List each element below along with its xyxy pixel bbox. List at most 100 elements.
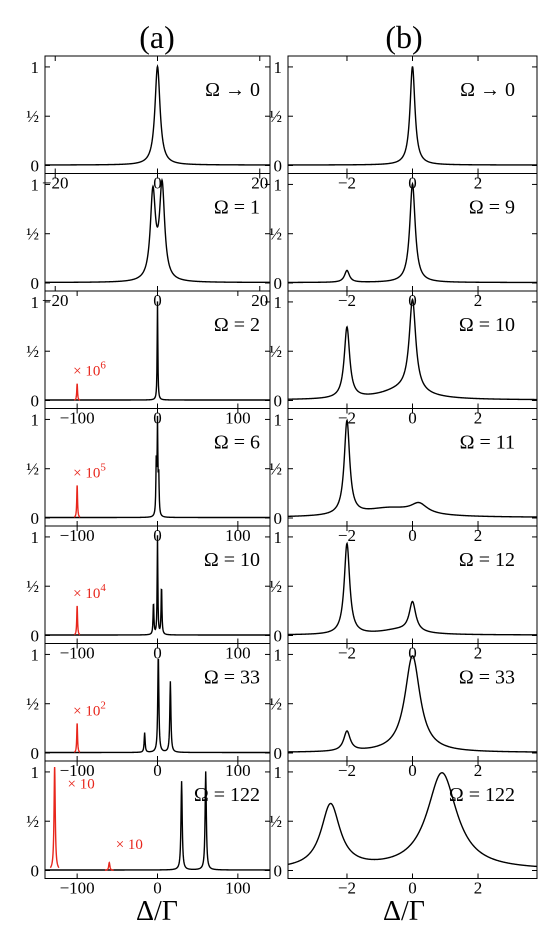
x-tick-label: 0 <box>408 409 417 428</box>
y-tick-label: 1 <box>274 293 283 312</box>
panel-b-2: 1½0−2 0 2Ω = 9 <box>269 173 538 310</box>
x-tick-label: 100 <box>225 409 251 428</box>
scaled-peak <box>73 605 81 636</box>
y-tick-label: ½ <box>26 107 39 126</box>
x-tick-label: 2 <box>474 879 483 898</box>
x-tick-label: 0 <box>408 761 417 780</box>
panel-a-3: 1 ½ 0 −100 0 100 × 106 Ω = 2 <box>26 290 271 428</box>
panel-a-5: 1 ½ 0 −100 0 100 × 104 Ω = 10 <box>26 525 271 663</box>
y-tick-label: ½ <box>26 342 39 361</box>
spectrum-curve <box>287 418 537 518</box>
omega-label: Ω = 33 <box>204 667 260 689</box>
y-tick-label: ½ <box>26 812 39 831</box>
omega-label: Ω = 1 <box>214 197 260 219</box>
x-tick-label: 100 <box>225 761 251 780</box>
panel-a-7: 1 ½ 0 −100 0 100 × 10 × 10 Ω = 122 <box>26 760 271 898</box>
x-tick-label: −100 <box>60 644 95 663</box>
x-tick-label: 100 <box>225 526 251 545</box>
scale-factor-label: × 10 <box>116 837 143 853</box>
panel-b-7: 1 ½ 0 −2 0 2 Ω = 122 <box>269 760 538 898</box>
x-tick-label: 0 <box>153 761 162 780</box>
y-tick-label: ½ <box>269 107 282 126</box>
x-tick-label: 0 <box>153 291 162 310</box>
panel-b-5: 1 ½ 0 −2 0 2 Ω = 12 <box>269 525 538 663</box>
y-tick-label: 0 <box>274 744 283 763</box>
y-tick-label: 1 <box>31 58 40 77</box>
panel-b-1: 1½0−2 0 2Ω → 0 <box>269 55 538 193</box>
x-tick-label: −2 <box>338 409 356 428</box>
x-tick-label: 2 <box>474 644 483 663</box>
y-tick-label: ½ <box>26 460 39 479</box>
y-tick-label: 1 <box>31 293 40 312</box>
x-axis-label-a: Δ/Γ <box>136 896 178 927</box>
spectrum-curve <box>287 541 537 636</box>
spectrum-curve <box>288 66 537 166</box>
y-tick-label: ½ <box>269 460 282 479</box>
x-tick-label: 0 <box>153 174 162 193</box>
spectrum-curve <box>45 177 270 284</box>
panel-grid: 1½0−20 0 20Ω → 01½0−20 0 20Ω = 11½0−100 0 100×… <box>26 55 538 898</box>
x-tick-label: −2 <box>338 174 356 193</box>
y-tick-label: 0 <box>31 627 40 646</box>
y-tick-label: 0 <box>31 157 40 176</box>
x-tick-label: 20 <box>251 291 268 310</box>
spectrum-curve <box>45 771 270 871</box>
scale-factor-label: × 106 <box>73 360 106 380</box>
y-tick-label: 0 <box>31 274 40 293</box>
y-tick-label: 1 <box>274 410 283 429</box>
y-tick-label: ½ <box>269 342 282 361</box>
x-tick-label: −2 <box>338 526 356 545</box>
y-tick-label: 0 <box>31 862 40 881</box>
x-tick-label: 100 <box>225 644 251 663</box>
spectrum-curve <box>45 415 270 519</box>
omega-label: Ω = 12 <box>459 549 515 571</box>
y-tick-label: 1 <box>274 175 283 194</box>
y-tick-label: 1 <box>31 528 40 547</box>
spectrum-curve <box>45 301 270 401</box>
panel-a-6: 1 ½ 0 −100 0 100 × 102 Ω = 33 <box>26 643 271 780</box>
x-tick-label: −100 <box>60 526 95 545</box>
x-tick-label: 0 <box>153 644 162 663</box>
column-title-b: (b) <box>385 19 422 55</box>
spectrum-curve <box>45 63 270 166</box>
scaled-peak <box>49 766 60 869</box>
omega-label: Ω = 6 <box>214 432 260 454</box>
scale-factor-label: × 104 <box>73 582 106 602</box>
omega-label: Ω = 2 <box>214 314 260 336</box>
omega-label: Ω = 122 <box>194 784 260 806</box>
y-tick-label: 1 <box>31 175 40 194</box>
y-tick-label: ½ <box>26 695 39 714</box>
spectrum-curve <box>287 655 538 753</box>
y-tick-label: ½ <box>269 225 282 244</box>
panel-b-4: 1 ½ 0 −2 0 2 Ω = 11 <box>269 408 538 545</box>
omega-label: Ω → 0 <box>205 79 260 101</box>
y-tick-label: 1 <box>274 645 283 664</box>
y-tick-label: 0 <box>31 744 40 763</box>
x-tick-label: 2 <box>474 291 483 310</box>
x-tick-label: −2 <box>338 291 356 310</box>
spectrum-curve <box>45 535 270 636</box>
x-tick-label: −2 <box>338 761 356 780</box>
panel-b-6: 1 ½ 0 −2 0 2 Ω = 33 <box>269 643 538 780</box>
y-tick-label: 0 <box>31 509 40 528</box>
y-tick-label: 1 <box>31 645 40 664</box>
omega-label: Ω = 10 <box>459 314 515 336</box>
x-tick-label: 0 <box>408 879 417 898</box>
omega-label: Ω = 10 <box>204 549 260 571</box>
y-tick-label: 1 <box>31 410 40 429</box>
x-tick-label: 2 <box>474 761 483 780</box>
scaled-peak <box>73 723 81 753</box>
panel-a-1: 1½0−20 0 20Ω → 0 <box>26 55 271 193</box>
panel-a-2: 1½0−20 0 20Ω = 1 <box>26 173 271 310</box>
spectrum-curve <box>288 181 537 284</box>
x-tick-label: 20 <box>251 174 268 193</box>
omega-label: Ω = 33 <box>459 667 515 689</box>
x-axis-label-b: Δ/Γ <box>383 896 425 927</box>
omega-label: Ω → 0 <box>460 79 515 101</box>
scale-factor-label: × 102 <box>73 699 106 719</box>
x-tick-label: 2 <box>474 526 483 545</box>
y-tick-label: 0 <box>274 862 283 881</box>
x-tick-label: 0 <box>408 526 417 545</box>
spectrum-curve <box>45 658 270 754</box>
